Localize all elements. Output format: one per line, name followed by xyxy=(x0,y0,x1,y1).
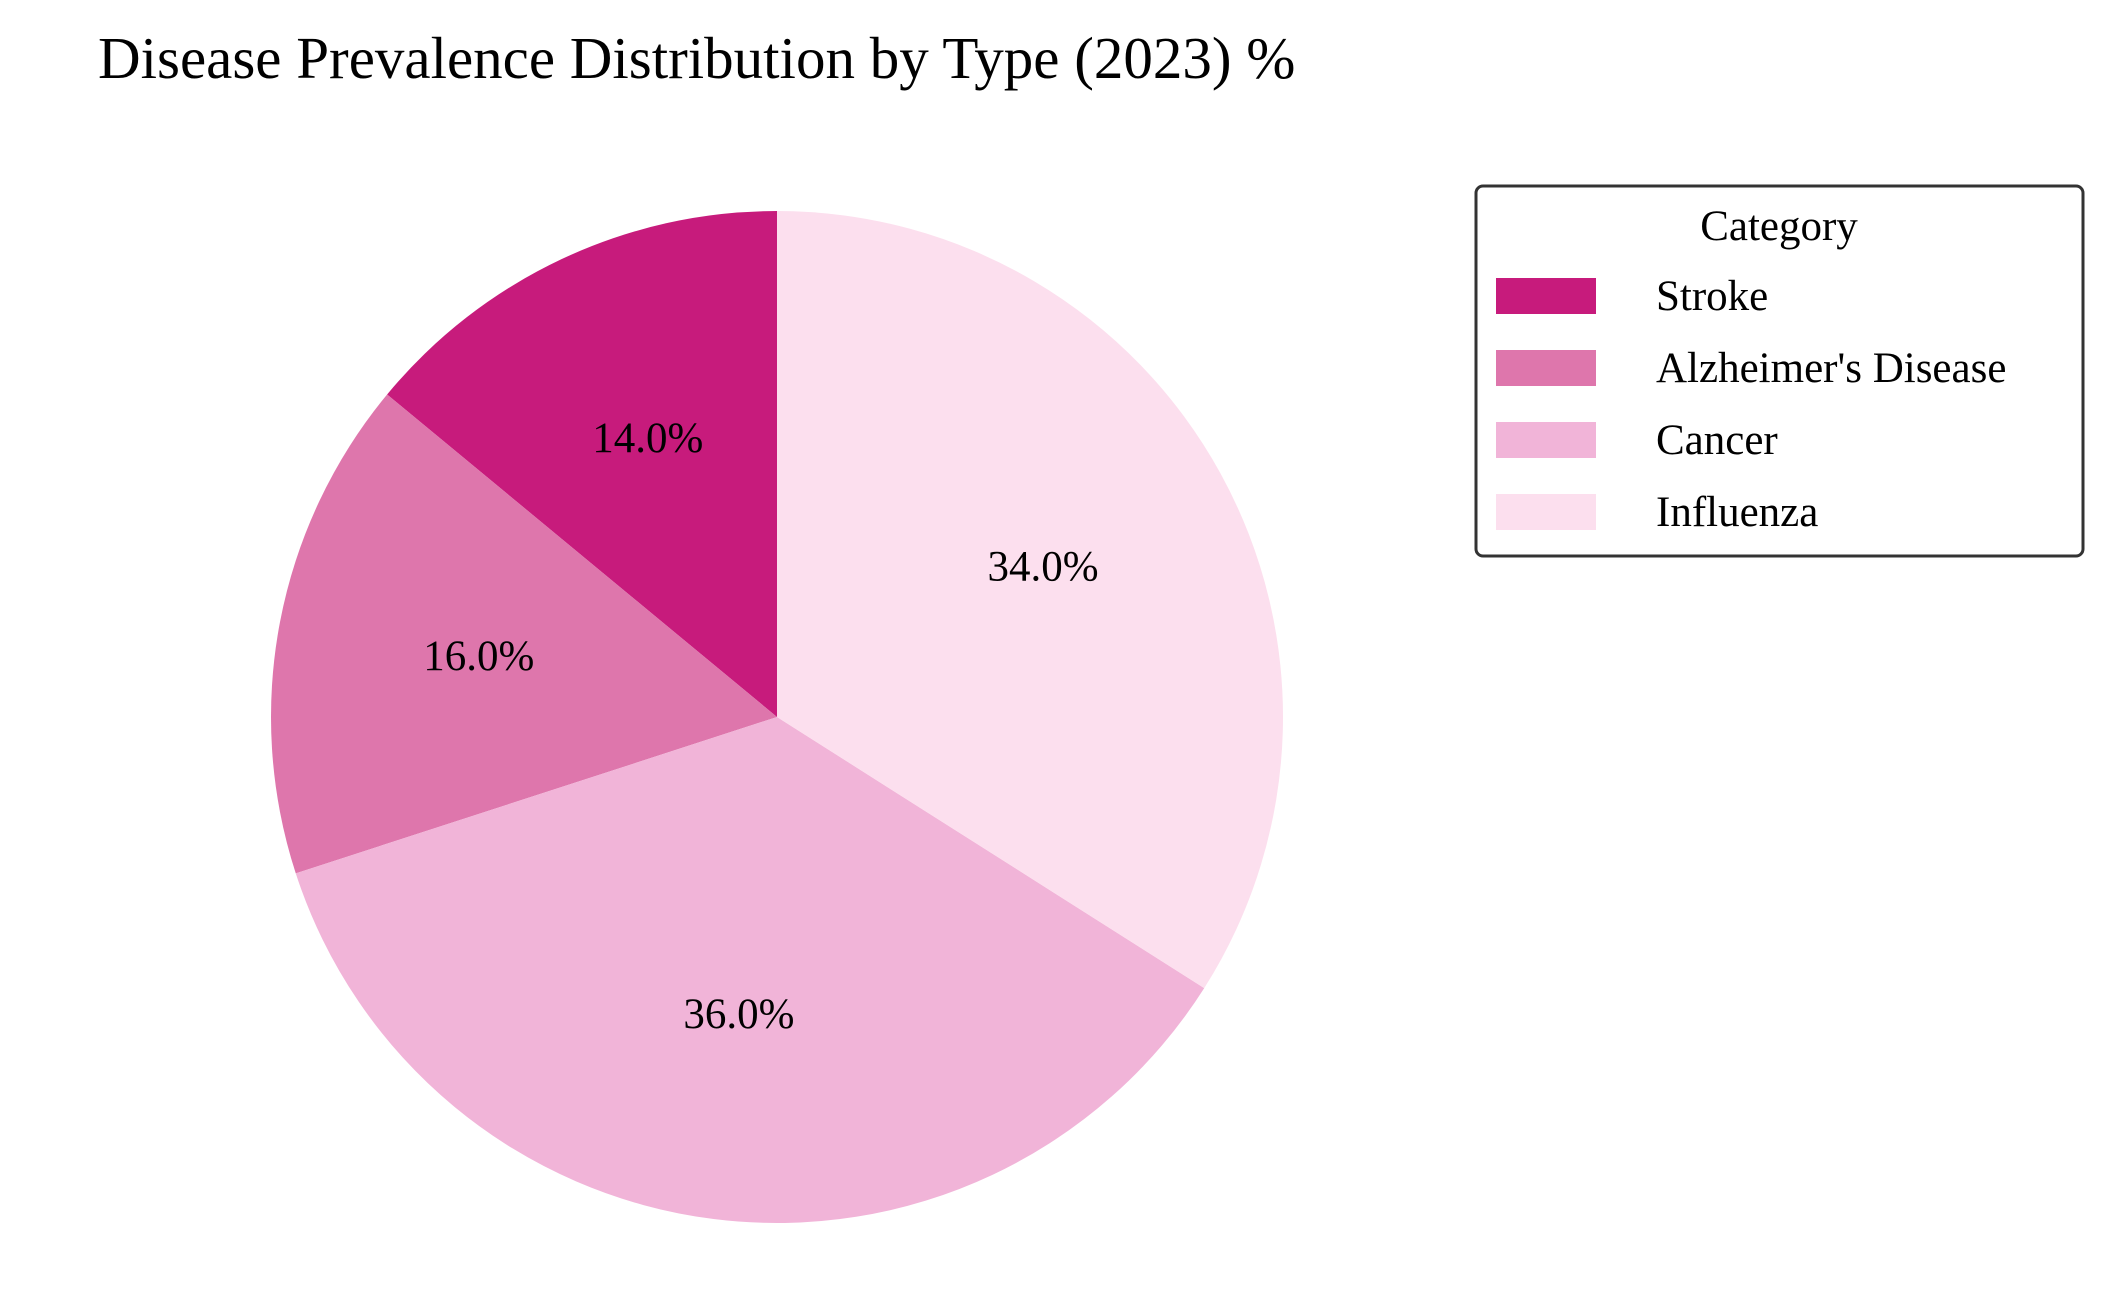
pie-slice-cancer xyxy=(295,717,1205,1224)
legend-label-cancer: Cancer xyxy=(1656,417,1778,464)
legend-swatch-stroke xyxy=(1496,278,1596,314)
legend-label-influenza: Influenza xyxy=(1656,489,1818,536)
legend-swatch-alzheimer-s-disease xyxy=(1496,350,1596,386)
pie-slice-influenza xyxy=(777,211,1284,989)
pie-slice-alzheimer-s-disease xyxy=(271,394,777,874)
legend-title: Category xyxy=(1700,203,1858,250)
legend-swatch-cancer xyxy=(1496,422,1596,458)
legend-items: Stroke Alzheimer's Disease Cancer Influenza xyxy=(1496,273,2006,536)
legend-swatch-influenza xyxy=(1496,494,1596,530)
legend-label-stroke: Stroke xyxy=(1656,273,1768,320)
legend-label-alzheimer-s-disease: Alzheimer's Disease xyxy=(1656,345,2006,392)
pie-slices xyxy=(271,211,1284,1224)
pie-slice-label-influenza: 34.0% xyxy=(988,544,1099,591)
legend: Category Stroke Alzheimer's Disease Cancer… xyxy=(1474,184,2085,558)
legend-frame xyxy=(1474,184,2085,558)
pie-slice-label-stroke: 14.0% xyxy=(592,415,703,462)
pie-slice-stroke xyxy=(387,211,777,717)
pie-slice-labels: 14.0% 16.0% 36.0% 34.0% xyxy=(423,415,1098,1038)
pie-slice-label-cancer: 36.0% xyxy=(683,991,794,1038)
pie-slice-label-alzheimer-s-disease: 16.0% xyxy=(423,633,534,680)
chart-title: Disease Prevalence Distribution by Type … xyxy=(98,25,1295,91)
